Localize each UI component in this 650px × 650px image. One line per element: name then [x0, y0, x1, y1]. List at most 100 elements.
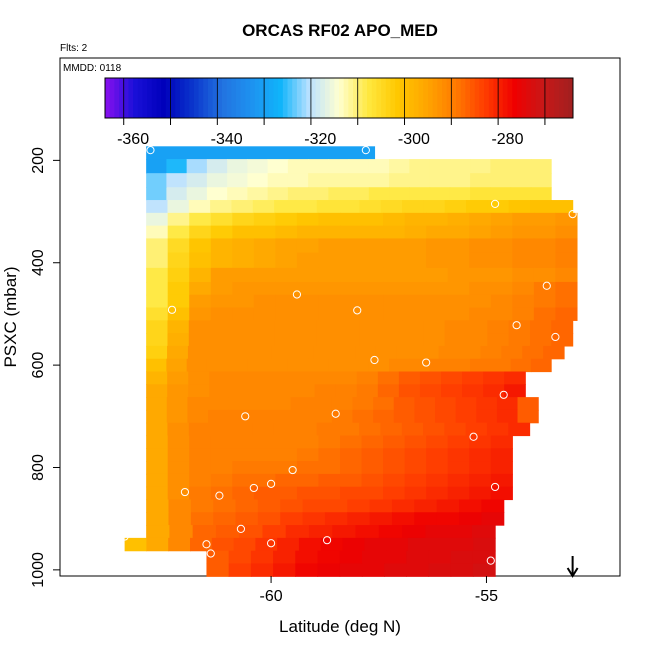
colorbar-frame: [104, 77, 574, 119]
heatmap-cell: [269, 409, 292, 424]
heatmap-cell: [450, 550, 474, 565]
heatmap-cell: [423, 422, 445, 437]
heatmap-cell: [331, 409, 354, 424]
heatmap-cell: [311, 409, 333, 424]
sample-point: [551, 332, 560, 342]
heatmap-cell: [302, 512, 326, 526]
heatmap-cell: [249, 409, 271, 424]
heatmap-cell: [459, 345, 482, 360]
heatmap-cell: [447, 252, 470, 269]
colorbar-segment: [320, 78, 326, 118]
heatmap-cell: [275, 473, 298, 488]
sample-point: [180, 487, 190, 497]
heatmap-cell: [368, 187, 390, 201]
colorbar-segment: [418, 78, 424, 118]
heatmap-cell: [555, 225, 578, 240]
heatmap-cell: [429, 187, 451, 201]
heatmap-cell: [232, 473, 255, 488]
heatmap-cell: [447, 238, 470, 254]
heatmap-cell: [414, 397, 436, 411]
heatmap-cell: [510, 358, 532, 373]
heatmap-cell: [280, 512, 304, 526]
heatmap-cell: [447, 448, 470, 462]
heatmap-cell: [378, 525, 403, 539]
colorbar-segment: [287, 78, 293, 118]
heatmap-cell: [166, 173, 188, 188]
heatmap-cell: [146, 146, 376, 160]
colorbar-segment: [264, 78, 270, 118]
heatmap-cell: [402, 320, 424, 334]
heatmap-cell: [189, 294, 212, 309]
heatmap-cell: [146, 200, 169, 214]
heatmap-cell: [189, 461, 212, 475]
heatmap-cell: [512, 307, 535, 321]
heatmap-cell: [190, 512, 214, 526]
colorbar-segment: [470, 78, 476, 118]
sample-point: [490, 199, 500, 208]
heatmap-cell: [166, 358, 188, 373]
heatmap-cell: [447, 212, 470, 227]
heatmap-cell: [409, 173, 431, 188]
heatmap-cell: [275, 225, 298, 240]
heatmap-cell: [469, 486, 492, 501]
heatmap-cell: [253, 225, 276, 240]
heatmap-cell: [469, 294, 492, 309]
heatmap-cell: [227, 187, 248, 201]
heatmap-cell: [496, 397, 519, 411]
heatmap-cell: [232, 294, 255, 309]
colorbar-tick-label: -360: [117, 131, 149, 148]
heatmap-cell: [293, 371, 316, 385]
colorbar-segment: [502, 78, 508, 118]
heatmap-cell: [340, 267, 363, 283]
heatmap-cell: [490, 307, 513, 321]
heatmap-cell: [487, 200, 510, 214]
sample-point: [353, 306, 362, 315]
colorbar-segment: [451, 78, 457, 118]
heatmap-cell: [384, 550, 407, 565]
heatmap-cell: [340, 486, 363, 501]
heatmap-cell: [274, 320, 297, 334]
heatmap-cell: [361, 238, 384, 254]
colorbar-segment: [549, 78, 555, 118]
colorbar-segment: [399, 78, 406, 118]
colorbar-segment: [512, 78, 518, 118]
heatmap-cell: [232, 461, 255, 475]
heatmap-cell: [426, 252, 449, 269]
heatmap-cell: [318, 448, 341, 462]
heatmap-cell: [232, 238, 255, 254]
heatmap-cell: [447, 307, 470, 321]
heatmap-cell: [124, 537, 148, 552]
heatmap-cell: [447, 294, 470, 309]
heatmap-cell: [318, 294, 341, 309]
heatmap-cell: [469, 252, 492, 269]
heatmap-cell: [296, 435, 320, 449]
heatmap-cell: [253, 281, 276, 296]
heatmap-cell: [188, 320, 211, 334]
heatmap-cell: [389, 173, 410, 188]
heatmap-cell: [472, 550, 496, 565]
colorbar-segment: [474, 78, 480, 118]
heatmap-cell: [369, 512, 393, 526]
heatmap-cell: [555, 267, 578, 283]
heatmap-cell: [210, 252, 233, 269]
heatmap-cell: [533, 294, 556, 309]
heatmap-cell: [481, 499, 505, 513]
heatmap-cell: [316, 333, 339, 347]
colorbar-segment: [357, 78, 363, 118]
heatmap-cell: [166, 187, 188, 201]
heatmap-cell: [232, 281, 255, 296]
heatmap-cell: [274, 333, 297, 347]
colorbar-segment: [306, 78, 312, 118]
heatmap-cell: [533, 252, 556, 269]
heatmap-cell: [228, 563, 252, 577]
heatmap-cell: [213, 499, 237, 513]
colorbar-segment: [128, 78, 134, 118]
heatmap-cell: [340, 307, 363, 321]
heatmap-cell: [508, 422, 531, 437]
heatmap-cell: [318, 307, 341, 321]
heatmap-cell: [383, 212, 406, 227]
colorbar-segment: [568, 78, 574, 118]
x-axis: -60 -55: [260, 576, 498, 605]
heatmap-cell: [470, 173, 491, 188]
heatmap-cell: [529, 333, 552, 347]
